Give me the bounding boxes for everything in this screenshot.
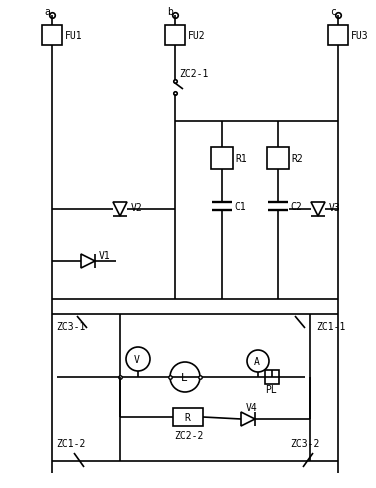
Text: c: c <box>330 7 336 17</box>
Text: ZC2-2: ZC2-2 <box>174 430 203 440</box>
Text: C2: C2 <box>290 202 302 212</box>
Bar <box>42 26 62 46</box>
Text: ZC1-2: ZC1-2 <box>56 438 85 448</box>
Text: R2: R2 <box>291 154 303 163</box>
Polygon shape <box>81 254 95 268</box>
Bar <box>173 408 203 426</box>
Text: a: a <box>44 7 50 17</box>
Text: ZC3-1: ZC3-1 <box>56 321 85 331</box>
Text: V1: V1 <box>99 250 111 261</box>
Text: V: V <box>134 354 140 364</box>
Circle shape <box>126 347 150 371</box>
Text: b: b <box>167 7 173 17</box>
Polygon shape <box>113 203 127 217</box>
Bar <box>267 148 289 170</box>
Polygon shape <box>241 412 255 426</box>
Text: FU2: FU2 <box>188 31 206 41</box>
Bar <box>211 148 233 170</box>
Bar <box>328 26 348 46</box>
Bar <box>265 370 279 384</box>
Text: L: L <box>181 372 188 382</box>
Polygon shape <box>311 203 325 217</box>
Text: V2: V2 <box>131 203 143 213</box>
Text: R1: R1 <box>235 154 247 163</box>
Bar <box>165 26 185 46</box>
Text: R: R <box>184 412 190 422</box>
Text: ZC3-2: ZC3-2 <box>290 438 319 448</box>
Circle shape <box>247 350 269 372</box>
Text: FU3: FU3 <box>351 31 368 41</box>
Text: PL: PL <box>265 384 277 394</box>
Text: ZC1-1: ZC1-1 <box>316 321 346 331</box>
Text: C1: C1 <box>234 202 246 212</box>
Text: FU1: FU1 <box>65 31 83 41</box>
Text: A: A <box>254 356 260 366</box>
Text: ZC2-1: ZC2-1 <box>179 69 208 79</box>
Circle shape <box>170 362 200 392</box>
Text: V3: V3 <box>329 203 341 213</box>
Text: V4: V4 <box>246 402 258 412</box>
